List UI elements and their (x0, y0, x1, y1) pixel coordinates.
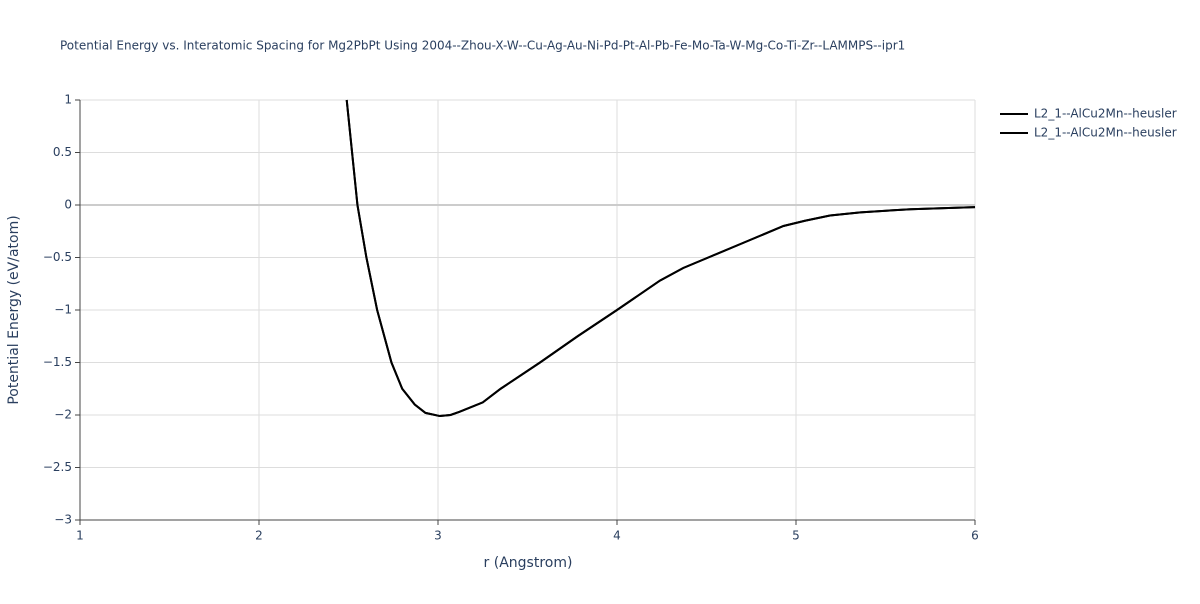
x-tick-label: 5 (792, 529, 800, 543)
chart-title: Potential Energy vs. Interatomic Spacing… (60, 39, 905, 53)
legend-label: L2_1--AlCu2Mn--heusler (1034, 107, 1177, 121)
y-tick-label: −3 (54, 513, 72, 527)
x-axis-title: r (Angstrom) (484, 555, 573, 571)
y-tick-label: −1 (54, 303, 72, 317)
y-tick-label: −0.5 (43, 250, 72, 264)
legend-label: L2_1--AlCu2Mn--heusler (1034, 126, 1177, 140)
x-tick-label: 3 (434, 529, 442, 543)
x-tick-label: 1 (76, 529, 84, 543)
x-tick-label: 6 (971, 529, 979, 543)
y-tick-label: 0.5 (53, 145, 72, 159)
x-tick-label: 4 (613, 529, 621, 543)
y-axis-title: Potential Energy (eV/atom) (6, 215, 22, 404)
line-series (345, 99, 976, 418)
line-series (345, 99, 976, 418)
y-tick-label: −2.5 (43, 460, 72, 474)
y-tick-label: −1.5 (43, 355, 72, 369)
x-tick-label: 2 (255, 529, 263, 543)
y-tick-label: 1 (64, 93, 72, 107)
y-tick-label: −2 (54, 408, 72, 422)
y-tick-label: 0 (64, 198, 72, 212)
